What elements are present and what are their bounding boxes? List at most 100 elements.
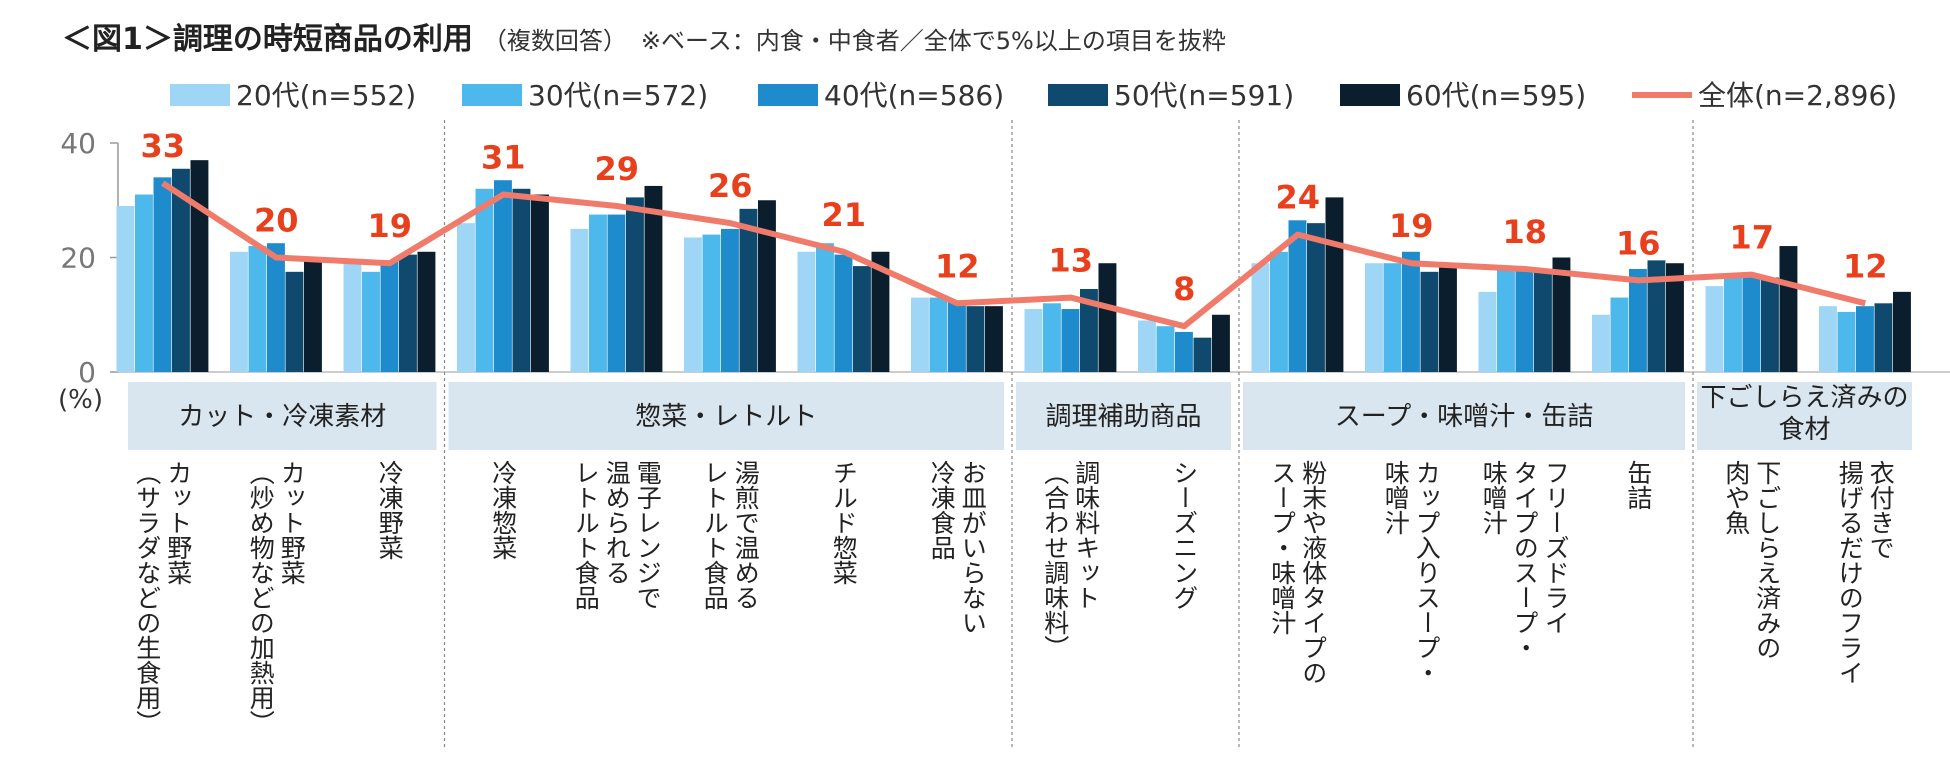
bar (1647, 260, 1666, 372)
bar (494, 180, 512, 372)
total-data-label: 12 (935, 247, 980, 285)
bar (512, 188, 531, 372)
bar (871, 251, 890, 372)
bar (1098, 263, 1117, 372)
bar (721, 228, 739, 372)
total-data-label: 16 (1616, 224, 1661, 262)
group-separators (443, 120, 1694, 748)
bar (1061, 309, 1080, 372)
bar (1420, 271, 1439, 372)
bar (267, 243, 285, 372)
bar (589, 214, 607, 372)
bar (1402, 251, 1420, 372)
group-box (1243, 382, 1685, 450)
category-label: 下ごしらえ済みの肉や魚 (1722, 460, 1782, 660)
bar (853, 266, 871, 372)
bar (1193, 337, 1212, 372)
total-data-label: 18 (1502, 213, 1547, 251)
bar (135, 194, 153, 372)
bar (116, 205, 135, 372)
y-unit-label: (%) (58, 385, 103, 415)
category-label: 粉末や液体タイプのスープ・味噌汁 (1268, 460, 1328, 685)
category-label: チルド惣菜 (829, 460, 858, 585)
chart-note: ※ベース：内食・中食者／全体で5%以上の項目を抜粋 (640, 27, 1226, 55)
category-label: 衣付きで揚げるだけのフライ (1835, 460, 1895, 685)
total-data-label: 17 (1729, 219, 1774, 257)
legend-label: 20代(n=552) (236, 79, 416, 112)
bar (1592, 314, 1610, 372)
group-label: 惣菜・レトルト (635, 402, 817, 432)
category-label: カット野菜（サラダなどの生食用） (133, 460, 193, 735)
legend-label: 50代(n=591) (1114, 79, 1294, 112)
y-tick-label: 40 (60, 127, 96, 160)
chart-title: ＜図1＞調理の時短商品の利用 (62, 22, 473, 57)
category-labels: カット野菜（サラダなどの生食用） カット野菜（炒め物などの加熱用） 冷凍野菜 冷凍惣菜… (133, 460, 1896, 735)
bar (1856, 306, 1874, 372)
total-data-label: 19 (1389, 207, 1434, 245)
group-box (448, 382, 1004, 450)
bar (1251, 263, 1270, 372)
group-label: カット・冷凍素材 (178, 402, 386, 432)
bars (116, 160, 1911, 372)
bar (1439, 263, 1457, 372)
total-data-label: 19 (367, 207, 412, 245)
bar (362, 271, 380, 372)
bar (531, 194, 549, 372)
legend-swatch (170, 84, 230, 106)
legend-label: 60代(n=595) (1406, 79, 1586, 112)
legend-label: 30代(n=572) (528, 79, 708, 112)
bar (1610, 297, 1629, 372)
total-data-label: 21 (821, 196, 866, 234)
legend-swatch (758, 84, 818, 106)
bar (1270, 251, 1288, 372)
total-data-label: 12 (1843, 247, 1888, 285)
category-label: フリーズドライタイプのスープ・味噌汁 (1479, 460, 1570, 660)
category-label: 冷凍野菜 (375, 460, 404, 560)
bar (644, 185, 663, 372)
y-tick-label: 20 (60, 242, 96, 275)
legend-swatch (462, 84, 522, 106)
bar (1515, 268, 1534, 372)
category-label: カット野菜（炒め物などの加熱用） (246, 460, 306, 735)
bar (1497, 268, 1515, 372)
bar (230, 251, 248, 372)
bar (1629, 268, 1647, 372)
bar (1156, 326, 1175, 372)
bar (1307, 223, 1325, 372)
legend: 20代(n=552) 30代(n=572) 40代(n=586) 50代(n=591)… (170, 79, 1897, 112)
total-data-label: 31 (481, 139, 526, 177)
bar (948, 300, 966, 372)
bar (1138, 320, 1156, 372)
bar (1893, 291, 1911, 372)
bar (1724, 277, 1742, 372)
group-box (128, 382, 437, 450)
category-label: 缶詰 (1624, 460, 1653, 510)
bar (1080, 288, 1098, 372)
legend-label: 全体(n=2,896) (1698, 79, 1897, 112)
group-label: 下ごしらえ済みの食材 (1700, 383, 1908, 445)
bar (929, 297, 948, 372)
total-data-label: 24 (1275, 179, 1320, 217)
legend-swatch (1340, 84, 1400, 106)
group-label: スープ・味噌汁・缶詰 (1335, 402, 1593, 432)
total-line: 33 20 19 31 29 26 21 12 13 8 24 19 18 16 17 12 (140, 127, 1888, 330)
bar (626, 197, 644, 372)
bar (1383, 263, 1402, 372)
total-data-label: 13 (1048, 242, 1093, 280)
bar (343, 263, 362, 372)
legend-label: 40代(n=586) (824, 79, 1004, 112)
bar (1365, 263, 1383, 372)
category-label: 湯煎で温めるレトルト食品 (700, 460, 760, 610)
bar (304, 260, 322, 372)
legend-swatch (1048, 84, 1108, 106)
bar (248, 246, 267, 372)
bar (1043, 303, 1061, 372)
chart-subtitle: （複数回答） (482, 27, 627, 55)
bar (1837, 311, 1856, 372)
bar (457, 223, 475, 372)
category-label: お皿がいらない冷凍食品 (927, 460, 987, 635)
bar (1742, 277, 1761, 372)
bar (966, 306, 985, 372)
bar (758, 200, 776, 372)
bar (380, 260, 399, 372)
